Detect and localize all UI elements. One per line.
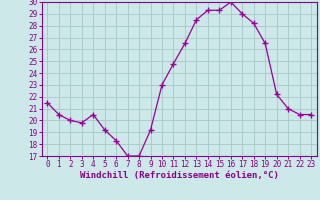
X-axis label: Windchill (Refroidissement éolien,°C): Windchill (Refroidissement éolien,°C) [80,171,279,180]
